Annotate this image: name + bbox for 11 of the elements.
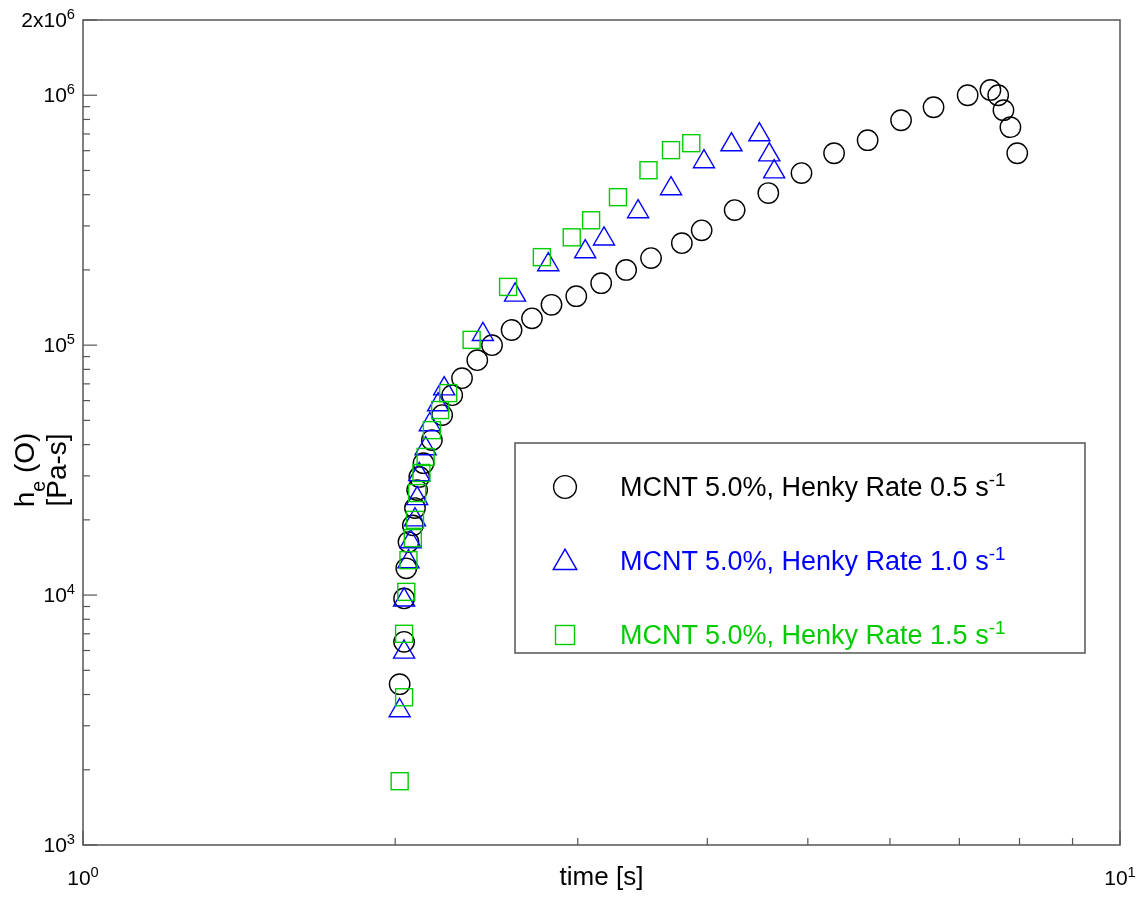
x-tick-label: 10$^{1}$	[1104, 864, 1136, 889]
y-tick-label: 10$^{3}$	[43, 831, 75, 856]
legend-label: MCNT 5.0%, Henky Rate 1.0 s$^{-1}$	[620, 542, 1006, 576]
legend-label: MCNT 5.0%, Henky Rate 0.5 s$^{-1}$	[620, 468, 1006, 502]
x-axis-title: time [s]	[559, 861, 644, 891]
legend-label: MCNT 5.0%, Henky Rate 1.5 s$^{-1}$	[620, 616, 1006, 650]
y-tick-label: 10$^{4}$	[43, 581, 75, 607]
y-tick-label: 2x10$^{6}$	[21, 6, 75, 31]
x-tick-label: 10$^{0}$	[67, 864, 99, 889]
y-tick-label: 10$^{6}$	[43, 81, 75, 107]
y-tick-label: 10$^{5}$	[43, 331, 75, 357]
